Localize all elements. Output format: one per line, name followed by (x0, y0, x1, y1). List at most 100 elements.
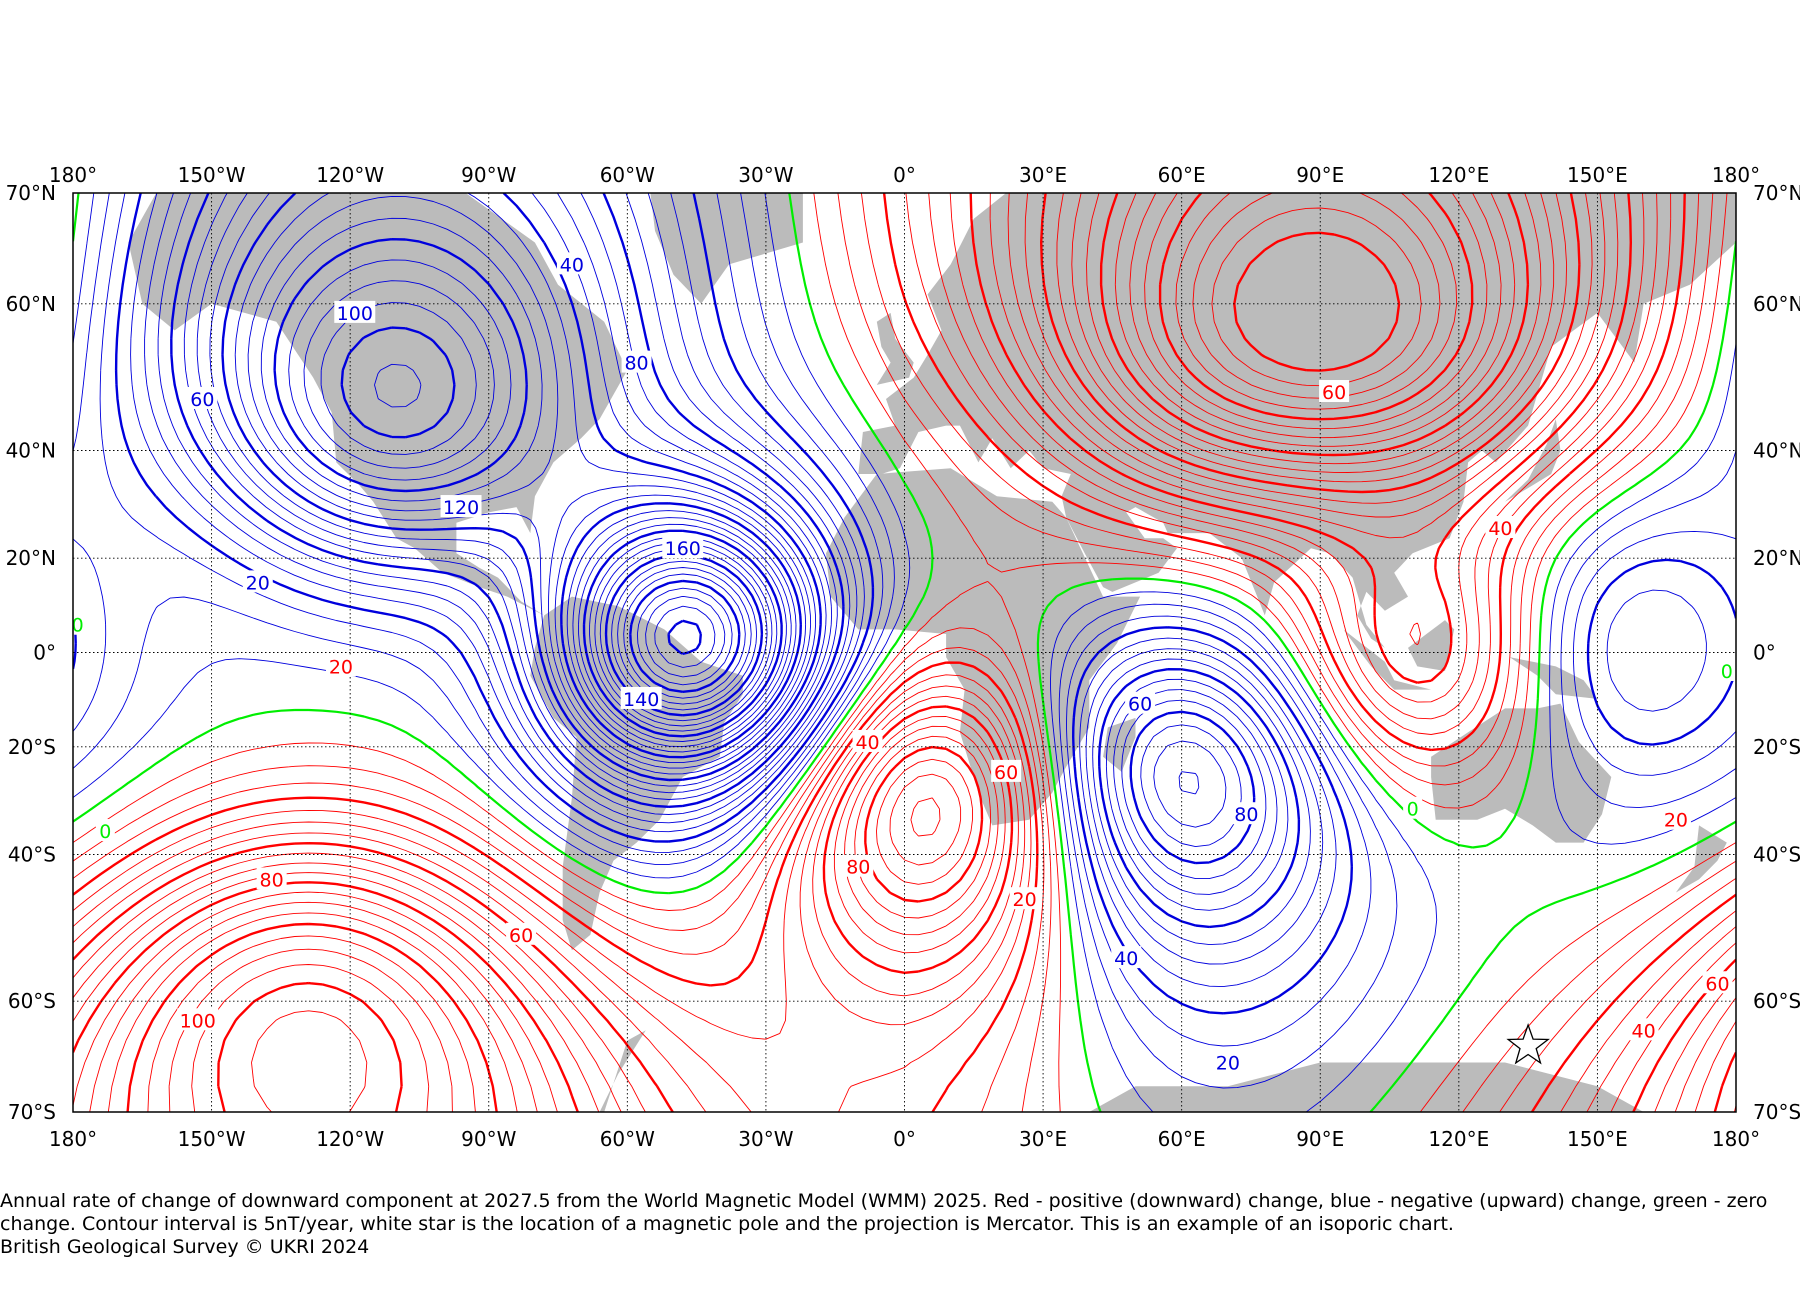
lat-tick-label-right: 20°N (1753, 546, 1800, 570)
contour-label: 80 (1234, 804, 1258, 826)
lon-tick-label-top: 30°W (738, 163, 793, 187)
contour-labels: 40 100 80 60 120 160 20 140 60 80 40 20 60 40 20 40 60 80… (68, 252, 1737, 1075)
contour-label-background (1702, 971, 1733, 994)
caption-description: Annual rate of change of downward compon… (0, 1190, 1768, 1235)
contour-label: 140 (623, 689, 659, 711)
contour-label: 100 (180, 1010, 216, 1032)
figure-caption: Annual rate of change of downward compon… (0, 1190, 1780, 1259)
lat-tick-label-right: 70°N (1753, 181, 1800, 205)
lon-tick-label-top: 180° (49, 163, 97, 187)
contour-positive-110 (1192, 193, 1441, 399)
contour-label-background (187, 386, 218, 409)
contour-negative-55 (209, 193, 1267, 880)
contour-positive-120 (1233, 231, 1401, 372)
contour-positive-85 (147, 193, 1516, 1112)
contour-zero-0 (73, 193, 1736, 1112)
contour-negative-50 (196, 193, 1278, 895)
contour-label: 60 (509, 925, 533, 947)
contour-label-background (556, 252, 587, 275)
contour-negative-100 (340, 326, 783, 738)
contour-negative-60 (221, 193, 1256, 865)
land-eurasia (858, 193, 1736, 648)
contour-negative-160 (667, 619, 702, 655)
contour-negative-10 (73, 193, 1736, 1089)
contour-label: 60 (190, 389, 214, 411)
lon-tick-label-bottom: 60°E (1158, 1127, 1206, 1151)
lat-tick-label-left: 70°S (8, 1100, 56, 1124)
lon-tick-label-bottom: 120°W (316, 1127, 384, 1151)
lat-tick-label-right: 40°N (1753, 438, 1800, 462)
graticule (73, 193, 1736, 1112)
contour-negative-90 (303, 280, 792, 748)
contour-negative-20 (73, 193, 1736, 1015)
contour-positive-70 (89, 193, 1555, 1112)
contour-label-background (177, 1008, 219, 1031)
contour-positive-50 (73, 193, 1736, 1112)
contour-negative-105 (374, 363, 778, 732)
contour-label-background (506, 922, 537, 945)
contour-label: 0 (72, 615, 84, 637)
lon-tick-label-top: 30°E (1019, 163, 1067, 187)
contour-positive-60 (73, 193, 1736, 1112)
contour-negative-110 (594, 542, 773, 727)
contour-label: 60 (1322, 382, 1346, 404)
contour-label-background (991, 759, 1022, 782)
land-antarctic-peninsula (599, 1030, 646, 1112)
land-sumatra-java (1343, 629, 1432, 690)
land-madagascar (1103, 717, 1136, 772)
lon-tick-label-bottom: 120°E (1428, 1127, 1489, 1151)
lon-tick-label-bottom: 90°E (1296, 1127, 1344, 1151)
lat-tick-label-right: 70°S (1753, 1100, 1800, 1124)
contour-negative-150 (645, 595, 726, 678)
contour-label: 40 (1632, 1020, 1656, 1042)
contour-negative-85 (288, 259, 797, 753)
contour-label: 80 (260, 869, 284, 891)
lon-tick-label-top: 90°W (461, 163, 516, 187)
contour-label: 120 (443, 497, 479, 519)
contour-negative-35 (157, 193, 1311, 946)
contour-negative-25 (130, 193, 1707, 988)
contour-label-background (843, 854, 874, 877)
lon-tick-label-top: 150°W (178, 163, 246, 187)
contour-positive-105 (251, 193, 1458, 1112)
lat-tick-label-right: 40°S (1753, 843, 1800, 867)
contour-label-background (1403, 796, 1423, 819)
land-indonesia-borneo (1408, 620, 1455, 671)
contour-positive-55 (73, 193, 1736, 1112)
contour-label: 20 (329, 656, 353, 678)
contour-label-background (1717, 659, 1737, 682)
lon-tick-label-top: 0° (893, 163, 916, 187)
contour-label-background (1628, 1018, 1659, 1041)
contour-positive-25 (73, 193, 1736, 1112)
contour-label-background (440, 495, 482, 518)
contour-label: 0 (1721, 661, 1733, 683)
contour-label: 40 (560, 254, 584, 276)
contour-label-background (620, 686, 662, 709)
lon-tick-label-bottom: 0° (893, 1127, 916, 1151)
lat-tick-label-right: 0° (1753, 641, 1776, 665)
lat-tick-label-left: 40°N (6, 438, 56, 462)
contour-label-background (1485, 515, 1516, 538)
contour-label: 100 (337, 303, 373, 325)
lon-tick-label-bottom: 180° (49, 1127, 97, 1151)
isoporic-map: 40 100 80 60 120 160 20 140 60 80 40 20 60 40 20 40 60 80… (6, 163, 1800, 1151)
land-australia (1431, 703, 1612, 843)
contour-positive-15 (73, 193, 1736, 1112)
lon-tick-label-top: 60°E (1158, 163, 1206, 187)
lon-tick-label-bottom: 30°W (738, 1127, 793, 1151)
lat-tick-label-left: 20°N (6, 546, 56, 570)
lat-tick-label-left: 70°N (6, 181, 56, 205)
lon-tick-label-bottom: 180° (1712, 1127, 1760, 1151)
contour-positive-75 (107, 193, 1542, 1112)
contour-label: 60 (1128, 694, 1152, 716)
contour-positive-20 (73, 193, 1736, 1112)
contour-label: 60 (1705, 973, 1729, 995)
contour-label: 80 (846, 857, 870, 879)
contour-negative-40 (170, 193, 1301, 929)
contour-label-background (852, 729, 883, 752)
contour-label-background (325, 654, 356, 677)
lon-tick-label-top: 90°E (1296, 163, 1344, 187)
lon-tick-label-top: 60°W (600, 163, 655, 187)
contour-label: 20 (1013, 889, 1037, 911)
lat-tick-label-left: 60°N (6, 292, 56, 316)
